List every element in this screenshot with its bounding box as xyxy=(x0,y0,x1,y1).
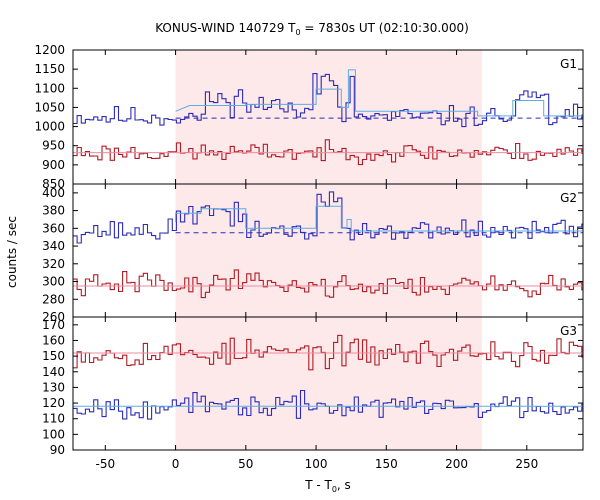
series-g1-red-1 xyxy=(73,139,583,166)
series-g2-blue-0 xyxy=(73,191,583,244)
y-tick-label-g2: 340 xyxy=(42,239,65,253)
y-tick-label-g3: 140 xyxy=(42,365,65,379)
y-tick-label-g3: 130 xyxy=(42,380,65,394)
x-tick-label: -50 xyxy=(96,457,116,471)
y-tick-label-g1: 900 xyxy=(42,158,65,172)
y-axis-label: counts / sec xyxy=(5,216,19,288)
panel-label-g1: G1 xyxy=(560,57,577,71)
fit-line-g2-0 xyxy=(175,205,583,232)
y-tick-label-g3: 100 xyxy=(42,427,65,441)
fit-line-g1-0 xyxy=(175,69,583,117)
panel-g1 xyxy=(73,69,583,166)
shaded-interval-layer xyxy=(175,50,482,450)
y-tick-label-g1: 1050 xyxy=(34,100,65,114)
y-tick-label-g2: 320 xyxy=(42,257,65,271)
x-tick-label: 0 xyxy=(172,457,180,471)
y-tick-label-g1: 1200 xyxy=(34,43,65,57)
axes-layer: 85090095010001050110011501200G1260280300… xyxy=(34,43,584,471)
y-tick-label-g1: 850 xyxy=(42,177,65,191)
x-tick-label: 200 xyxy=(445,457,468,471)
panels-layer xyxy=(73,69,583,420)
series-g3-blue-1 xyxy=(73,389,583,420)
panel-label-g2: G2 xyxy=(560,191,577,205)
y-tick-label-g2: 280 xyxy=(42,292,65,306)
y-tick-label-g3: 90 xyxy=(50,443,65,457)
y-tick-label-g1: 1100 xyxy=(34,81,65,95)
y-tick-label-g1: 1000 xyxy=(34,120,65,134)
y-tick-label-g1: 1150 xyxy=(34,62,65,76)
y-tick-label-g3: 160 xyxy=(42,333,65,347)
panel-g3 xyxy=(73,334,583,420)
panel-label-g3: G3 xyxy=(560,324,577,338)
x-tick-label: 250 xyxy=(515,457,538,471)
y-tick-label-g2: 380 xyxy=(42,204,65,218)
shaded-interval xyxy=(175,50,482,450)
y-tick-label-g2: 400 xyxy=(42,186,65,200)
panel-frame-g3 xyxy=(72,316,584,451)
chart-title: KONUS-WIND 140729 T0 = 7830s UT (02:10:3… xyxy=(155,21,469,37)
y-tick-label-g3: 120 xyxy=(42,396,65,410)
y-tick-label-g2: 260 xyxy=(42,310,65,324)
y-tick-label-g3: 110 xyxy=(42,412,65,426)
y-tick-label-g3: 150 xyxy=(42,349,65,363)
y-tick-label-g1: 950 xyxy=(42,139,65,153)
y-tick-label-g3: 170 xyxy=(42,318,65,332)
series-g3-red-0 xyxy=(73,334,583,371)
x-tick-label: 100 xyxy=(305,457,328,471)
series-g1-blue-0 xyxy=(73,73,583,128)
y-tick-label-g2: 360 xyxy=(42,221,65,235)
panel-g2 xyxy=(73,191,583,299)
y-tick-label-g2: 300 xyxy=(42,275,65,289)
x-axis-label: T - T0, s xyxy=(304,478,351,494)
x-tick-label: 50 xyxy=(238,457,253,471)
x-tick-label: 150 xyxy=(375,457,398,471)
